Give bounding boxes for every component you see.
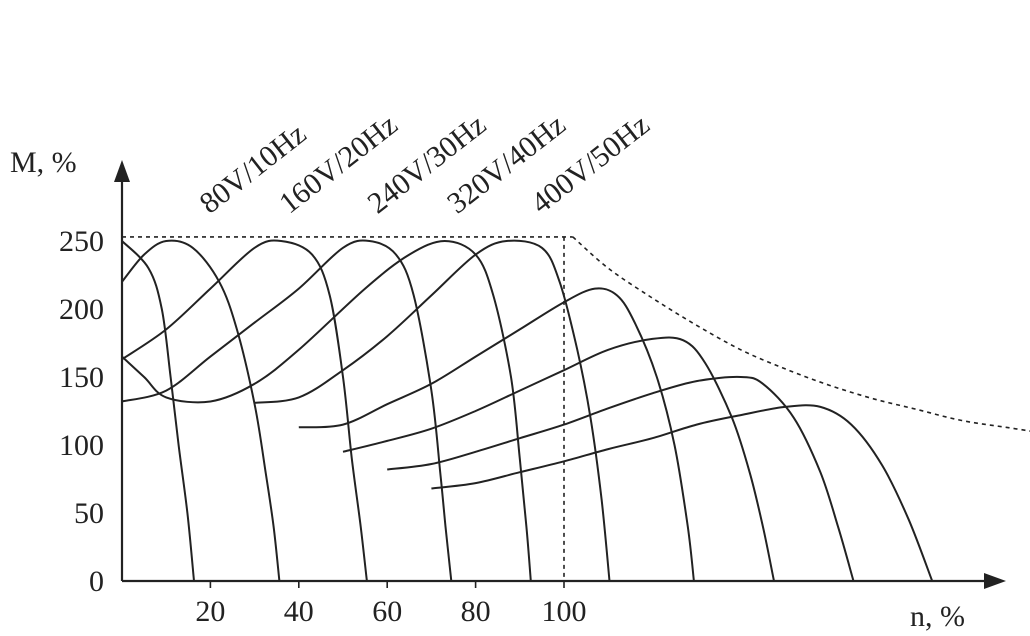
envelope-layer: [122, 236, 1030, 581]
y-tick-label-150: 150: [59, 361, 104, 394]
torque-curve-9: [387, 375, 855, 582]
y-tick-label-100: 100: [59, 429, 104, 462]
x-tick-label-100: 100: [542, 595, 587, 628]
y-tick-label-250: 250: [59, 225, 104, 258]
label-layer: M, % n, %: [10, 146, 965, 633]
tick-layer: 20 40 60 80 100 0 50 100 150 200 250: [59, 225, 587, 628]
torque-curve-6: [254, 239, 611, 582]
torque-curve-5: [121, 239, 532, 582]
envelope-curve: [572, 236, 1030, 432]
torque-curve-7: [298, 287, 695, 582]
x-tick-label-20: 20: [195, 595, 225, 628]
axis-layer: [114, 160, 1006, 589]
y-tick-label-50: 50: [74, 497, 104, 530]
x-axis-arrow: [984, 573, 1006, 589]
x-tick-label-80: 80: [461, 595, 491, 628]
torque-curve-2: [121, 239, 281, 582]
x-tick-label-60: 60: [372, 595, 402, 628]
torque-curve-4: [121, 239, 453, 582]
y-tick-label-200: 200: [59, 293, 104, 326]
torque-curve-8: [342, 336, 775, 582]
torque-curve-3: [121, 239, 368, 582]
y-tick-label-0: 0: [89, 565, 104, 598]
x-axis-title: n, %: [910, 600, 965, 633]
y-axis-arrow: [114, 160, 130, 182]
x-tick-label-40: 40: [284, 595, 314, 628]
curve-layer: [121, 239, 934, 582]
series-label-layer: 80V/10Hz160V/20Hz240V/30Hz320V/40Hz400V/…: [194, 108, 656, 220]
torque-curve-10: [431, 404, 934, 582]
y-axis-title: M, %: [10, 146, 77, 179]
torque-curve-1: [121, 240, 195, 582]
